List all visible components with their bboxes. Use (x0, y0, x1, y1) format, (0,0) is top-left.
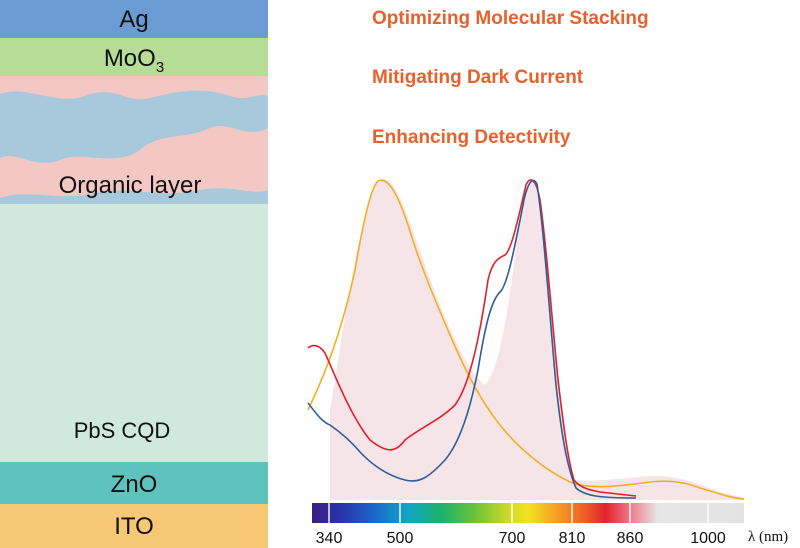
layer-ag (0, 0, 268, 38)
curve-blend-absorption (307, 179, 637, 497)
layer-zno (0, 462, 268, 504)
device-stack: Ag MoO3 Organic layer PbS CQD ZnO ITO (0, 0, 268, 548)
layer-pbs-cqd (0, 204, 268, 462)
tick-label-340: 340 (316, 530, 343, 547)
tick-label-500: 500 (387, 530, 414, 547)
moo3-subscript: 3 (156, 59, 164, 76)
tick-label-1000: 1000 (690, 530, 726, 547)
layer-moo3 (0, 38, 268, 76)
absorption-spectra-panel: 340 500 700 810 860 1000 λ (nm) (307, 178, 788, 547)
tick-label-700: 700 (499, 530, 526, 547)
absorption-shaded-area (330, 178, 744, 501)
layer-label-ag: Ag (119, 6, 148, 33)
headline-dark-current: Mitigating Dark Current (372, 67, 584, 88)
layer-label-ito: ITO (114, 513, 154, 540)
layer-label-organic: Organic layer (59, 172, 202, 199)
wavelength-color-bar (312, 503, 744, 523)
layer-label-pbs-cqd: PbS CQD (74, 418, 171, 443)
moo3-base-text: MoO (104, 45, 156, 72)
organic-blend-domains (0, 90, 268, 163)
curve-organic-absorption (307, 179, 745, 500)
tick-label-810: 810 (559, 530, 586, 547)
headline-detectivity: Enhancing Detectivity (372, 127, 571, 148)
layer-label-moo3: MoO3 (104, 45, 164, 76)
layer-label-zno: ZnO (111, 471, 158, 498)
tick-label-860: 860 (617, 530, 644, 547)
organic-blend-domains-lower (0, 188, 268, 204)
headline-molecular-stacking: Optimizing Molecular Stacking (372, 8, 649, 29)
curve-pbs-cqd-absorption (307, 179, 637, 499)
wavelength-unit-label: λ (nm) (748, 529, 788, 545)
layer-ito (0, 504, 268, 548)
